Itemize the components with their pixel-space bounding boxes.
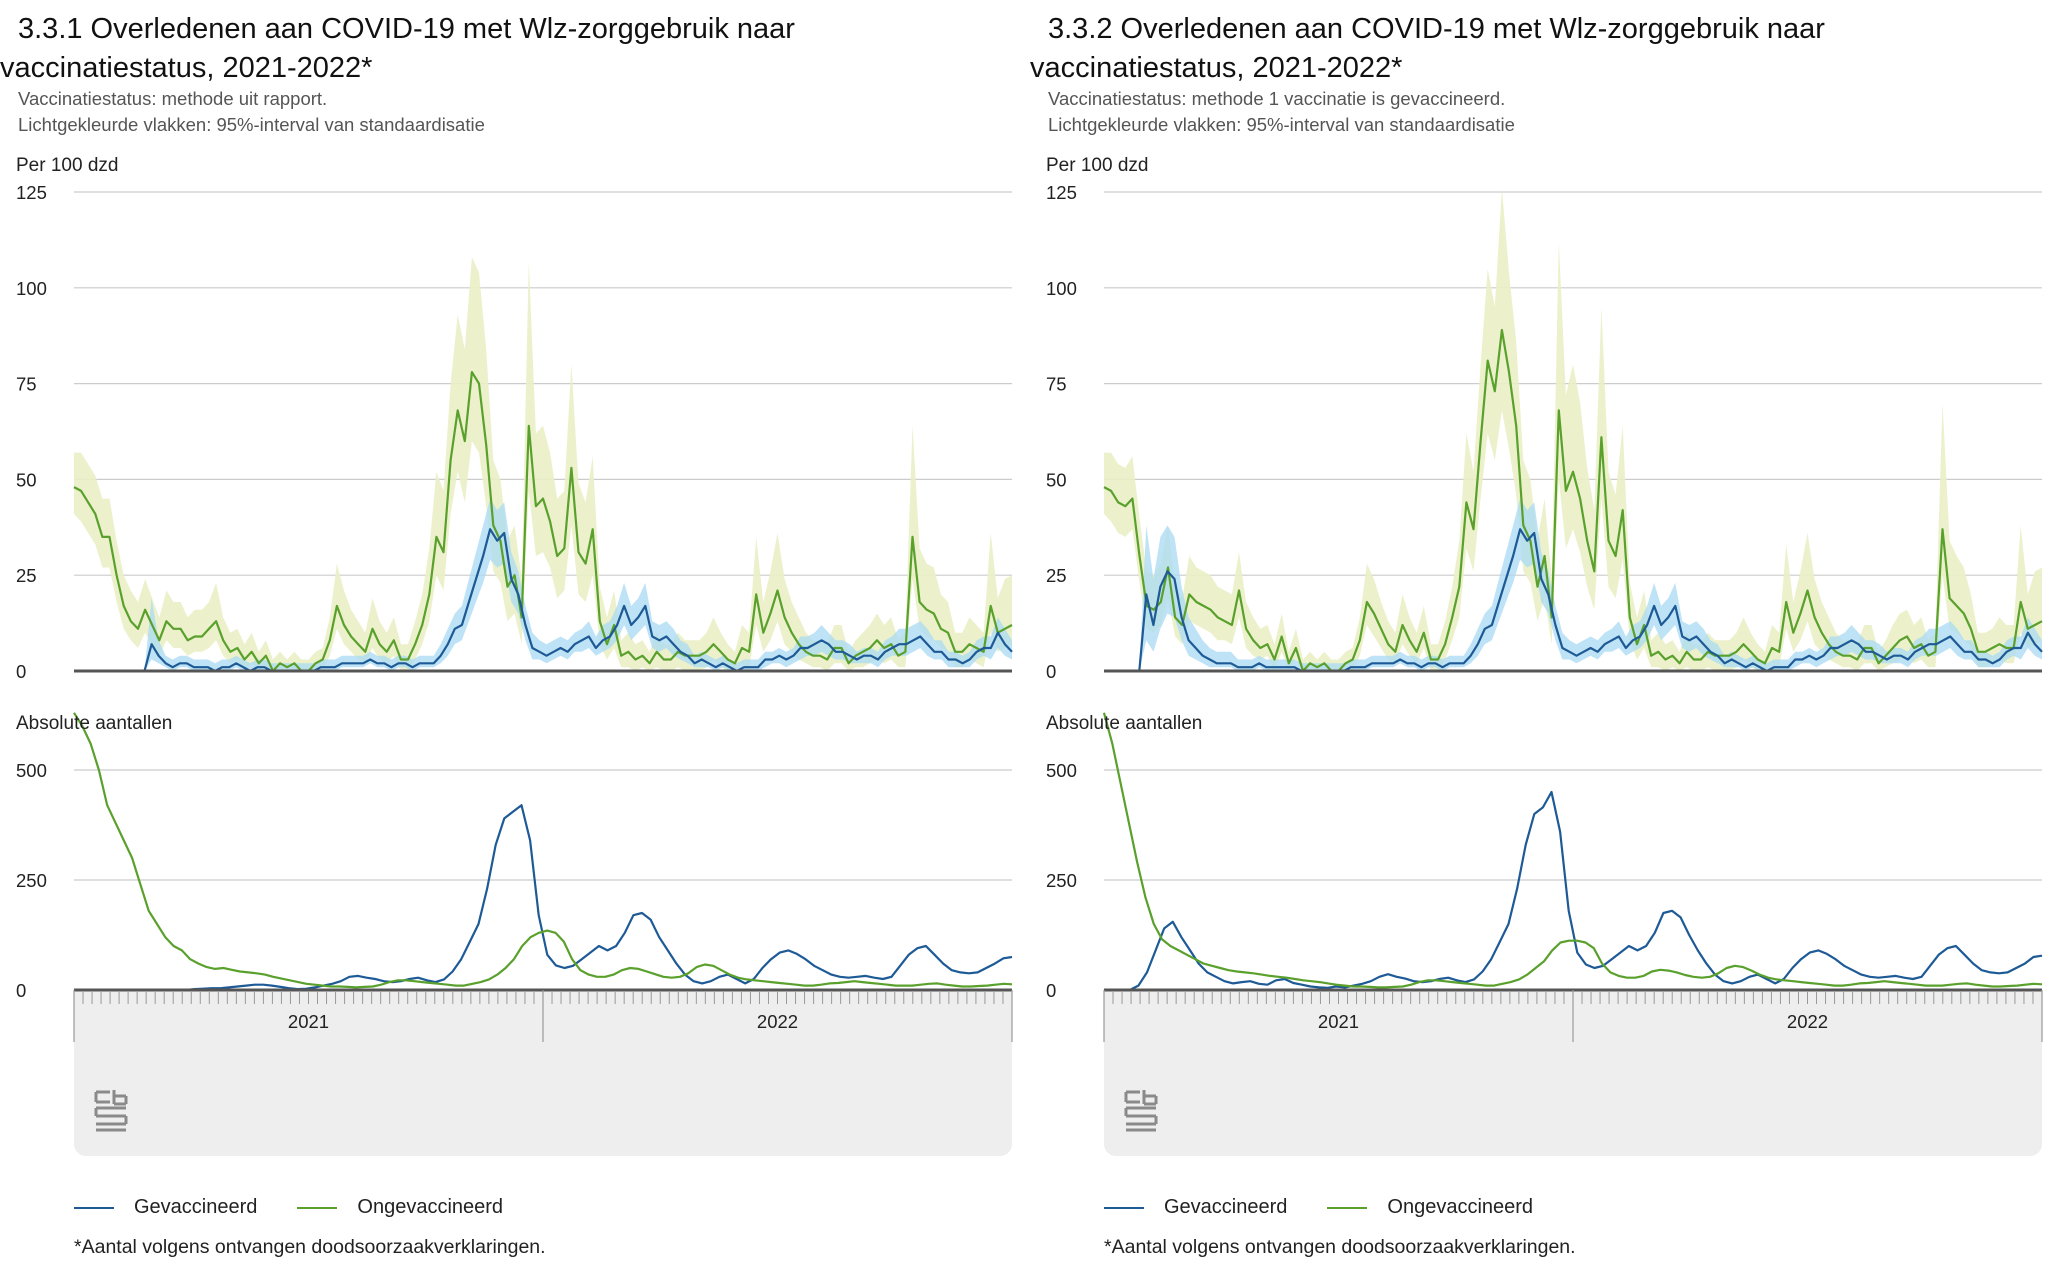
chart-plot-area: 0 25 50 75 100 125 0 250 500 2021 2022 — [16, 182, 1013, 1156]
y-tick-label-250: 250 — [1046, 870, 1077, 891]
legend-label-ongevaccineerd: Ongevaccineerd — [357, 1196, 504, 1218]
series-line-ongevaccineerd — [1102, 712, 2043, 989]
x-tick-label-2022: 2022 — [1787, 1011, 1828, 1032]
chart-title-line2: vaccinatiestatus, 2021-2022* — [0, 52, 373, 84]
legend-item-ongevaccineerd: Ongevaccineerd — [297, 1196, 503, 1219]
y-tick-label-75: 75 — [16, 374, 37, 395]
x-axis-band — [74, 990, 1012, 1156]
chart-title-line1: 3.3.1 Overledenen aan COVID-19 met Wlz-z… — [18, 13, 795, 45]
series-line-gevaccineerd — [74, 804, 1013, 992]
y-axis-label-absolute: Absolute aantallen — [16, 713, 173, 734]
footnote: *Aantal volgens ontvangen doodsoorzaakve… — [1104, 1236, 1576, 1258]
y-tick-label-250: 250 — [16, 870, 47, 891]
y-tick-label-25: 25 — [16, 565, 37, 586]
series-line-gevaccineerd — [74, 528, 1013, 673]
y-tick-label-0: 0 — [16, 980, 26, 1001]
cbs-logo-icon — [1124, 1090, 1158, 1132]
x-tick-label-2022: 2022 — [757, 1011, 798, 1032]
legend: Gevaccineerd Ongevaccineerd — [1104, 1196, 1573, 1219]
legend-swatch-ongevaccineerd — [297, 1206, 338, 1209]
y-axis-label-absolute: Absolute aantallen — [1046, 713, 1203, 734]
y-tick-label-50: 50 — [1046, 469, 1067, 490]
x-axis-band — [1104, 990, 2042, 1156]
band-gevaccineerd-95-interval — [1104, 498, 2042, 671]
panel-3-3-1: 3.3.1 Overledenen aan COVID-19 met Wlz-z… — [0, 10, 1018, 1258]
y-tick-label-100: 100 — [1046, 278, 1077, 299]
series-line-ongevaccineerd — [1103, 328, 2043, 673]
chart-title: 3.3.1 Overledenen aan COVID-19 met Wlz-z… — [0, 10, 1018, 88]
footnote: *Aantal volgens ontvangen doodsoorzaakve… — [74, 1236, 546, 1258]
y-tick-label-50: 50 — [16, 469, 37, 490]
y-tick-label-0: 0 — [16, 661, 26, 682]
y-tick-label-25: 25 — [1046, 565, 1067, 586]
y-tick-label-100: 100 — [16, 278, 47, 299]
legend-label-ongevaccineerd: Ongevaccineerd — [1387, 1196, 1534, 1218]
y-tick-label-125: 125 — [16, 182, 47, 203]
chart-title-line2: vaccinatiestatus, 2021-2022* — [1030, 52, 1403, 84]
y-axis-label-rate: Per 100 dzd — [1046, 155, 1149, 176]
band-ongevaccineerd-95-interval — [74, 257, 1012, 671]
chart-title-line1: 3.3.2 Overledenen aan COVID-19 met Wlz-z… — [1048, 13, 1825, 45]
panel-3-3-2: 3.3.2 Overledenen aan COVID-19 met Wlz-z… — [1030, 0, 2048, 1280]
legend-item-ongevaccineerd: Ongevaccineerd — [1327, 1196, 1533, 1219]
series-line-ongevaccineerd — [73, 712, 1013, 989]
series-line-ongevaccineerd — [73, 371, 1013, 673]
legend-label-gevaccineerd: Gevaccineerd — [134, 1196, 258, 1218]
chart-subtitle-method: Vaccinatiestatus: methode uit rapport. — [18, 88, 328, 109]
series-line-gevaccineerd — [1104, 528, 2043, 673]
legend-label-gevaccineerd: Gevaccineerd — [1164, 1196, 1288, 1218]
chart-plot-area: 0 25 50 75 100 125 0 250 500 2021 2022 — [1046, 182, 2043, 1156]
band-ongevaccineerd-95-interval — [1104, 188, 2042, 671]
y-tick-label-500: 500 — [1046, 760, 1077, 781]
x-tick-label-2021: 2021 — [288, 1011, 329, 1032]
legend-item-gevaccineerd: Gevaccineerd — [1104, 1196, 1287, 1219]
y-tick-label-500: 500 — [16, 760, 47, 781]
legend-swatch-gevaccineerd — [74, 1206, 114, 1209]
y-tick-label-75: 75 — [1046, 374, 1067, 395]
x-tick-label-2021: 2021 — [1318, 1011, 1359, 1032]
legend-swatch-gevaccineerd — [1104, 1206, 1144, 1209]
series-line-gevaccineerd — [1104, 790, 2043, 992]
chart-subtitle-method: Vaccinatiestatus: methode 1 vaccinatie i… — [1048, 88, 1506, 109]
y-tick-label-0: 0 — [1046, 661, 1056, 682]
cbs-logo-icon — [94, 1090, 128, 1132]
y-tick-label-125: 125 — [1046, 182, 1077, 203]
chart-subtitle-interval: Lichtgekleurde vlakken: 95%-interval van… — [1048, 114, 1515, 135]
chart-title: 3.3.2 Overledenen aan COVID-19 met Wlz-z… — [1030, 10, 2048, 88]
chart-subtitle-interval: Lichtgekleurde vlakken: 95%-interval van… — [18, 114, 485, 135]
legend: Gevaccineerd Ongevaccineerd — [74, 1196, 543, 1219]
legend-swatch-ongevaccineerd — [1327, 1206, 1368, 1209]
y-tick-label-0: 0 — [1046, 980, 1056, 1001]
legend-item-gevaccineerd: Gevaccineerd — [74, 1196, 257, 1219]
y-axis-label-rate: Per 100 dzd — [16, 155, 119, 176]
